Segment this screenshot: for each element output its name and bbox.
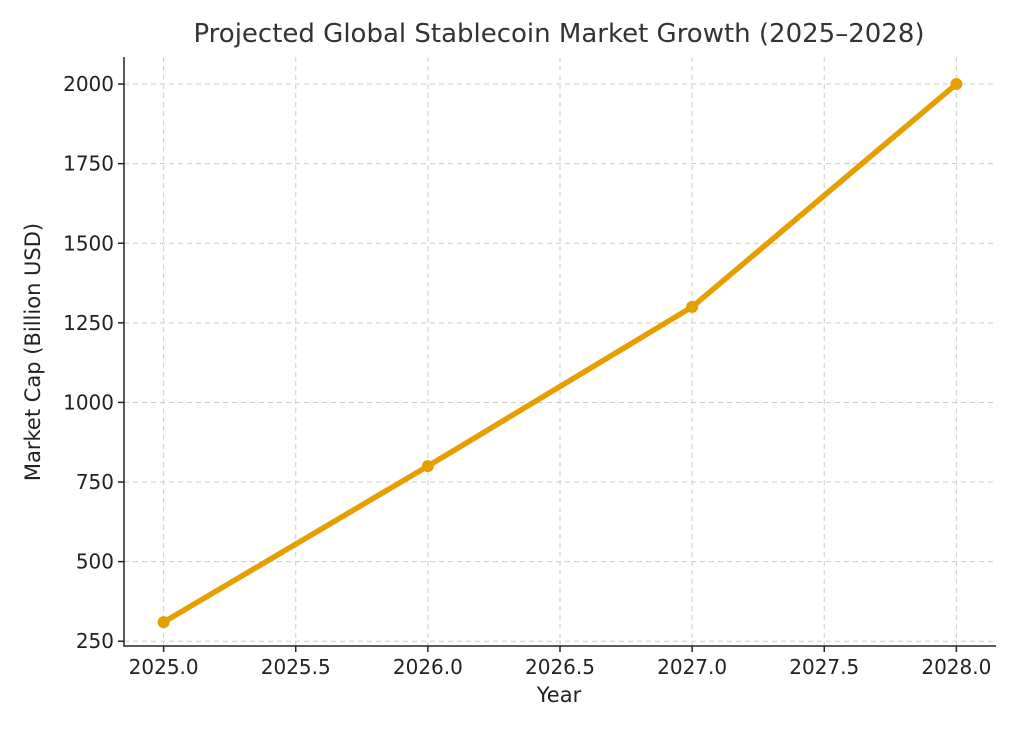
y-tick-label: 1750 — [63, 152, 114, 176]
x-tick-label: 2025.0 — [129, 655, 199, 679]
series-line — [160, 81, 960, 625]
x-tick-label: 2025.5 — [261, 655, 331, 679]
x-tick-label: 2026.5 — [525, 655, 595, 679]
y-tick-label: 1000 — [63, 390, 114, 414]
y-axis-label: Market Cap (Billion USD) — [21, 223, 45, 481]
series — [157, 78, 963, 629]
data-point — [421, 460, 434, 473]
y-tick-label: 500 — [76, 550, 114, 574]
x-tick-label: 2028.0 — [921, 655, 991, 679]
chart-title: Projected Global Stablecoin Market Growt… — [193, 19, 924, 49]
axis-spine — [123, 57, 996, 647]
data-point — [686, 300, 699, 313]
y-tick-label: 250 — [76, 629, 114, 653]
y-tick-label: 750 — [76, 470, 114, 494]
x-tick-label: 2026.0 — [393, 655, 463, 679]
x-tick-label: 2027.5 — [789, 655, 859, 679]
x-tick-label: 2027.0 — [657, 655, 727, 679]
y-tick-label: 2000 — [63, 72, 114, 96]
data-point — [950, 78, 963, 91]
grid — [124, 57, 996, 646]
x-axis-label: Year — [536, 683, 582, 707]
y-tick-label: 1250 — [63, 311, 114, 335]
axes: 2025.0 2025.5 2026.0 2026.5 2027.0 2027.5 2028… — [63, 57, 996, 679]
y-tick-label: 1500 — [63, 231, 114, 255]
data-point — [157, 616, 170, 629]
